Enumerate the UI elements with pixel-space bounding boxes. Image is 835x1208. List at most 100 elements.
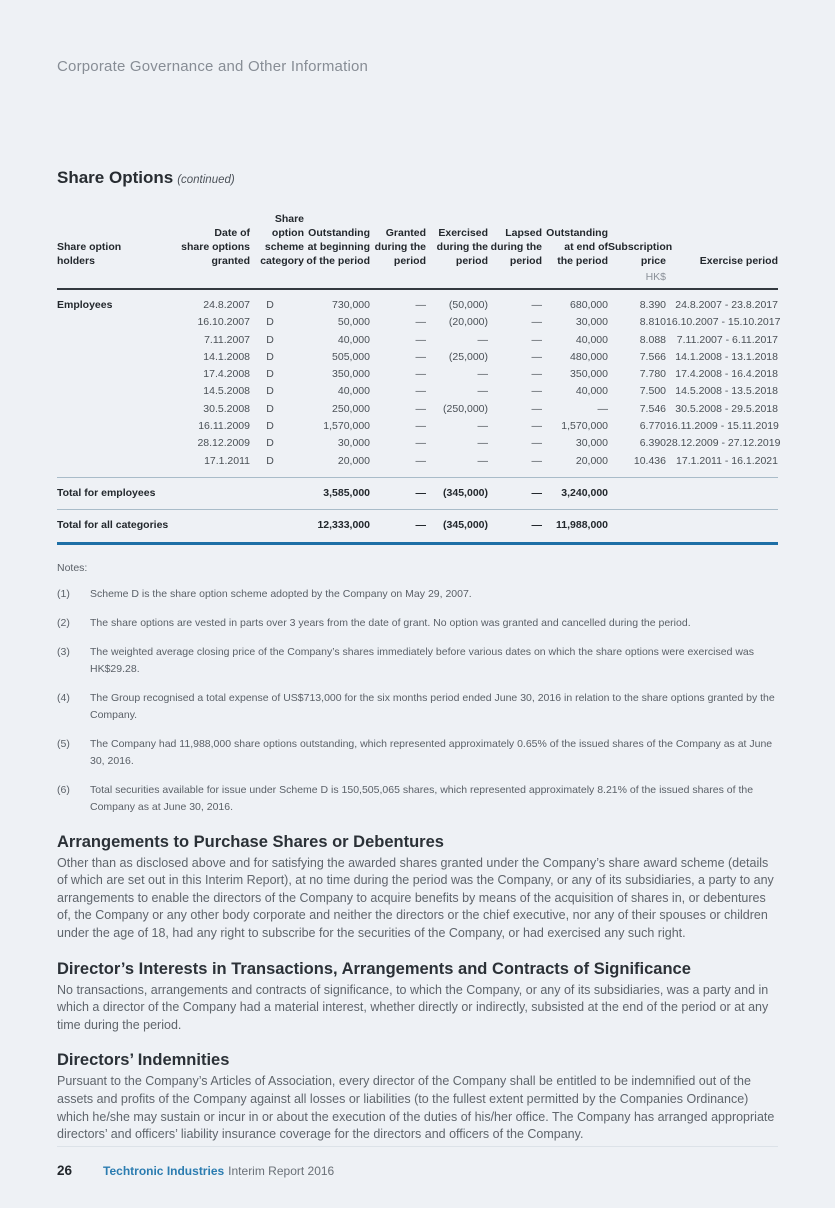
table-cell: — — [477, 437, 489, 450]
table-cell: 16.11.2009 — [198, 420, 250, 433]
section-body-directors-indemnities: Pursuant to the Company’s Articles of As… — [57, 1074, 775, 1142]
section-title-arrangements: Arrangements to Purchase Shares or Deben… — [57, 832, 444, 851]
table-cell: — — [531, 350, 543, 363]
table-cell: — — [415, 385, 427, 398]
table-cell: 250,000 — [332, 402, 370, 415]
share-options-table: Share option holders Date of share optio… — [57, 204, 781, 545]
table-cell: 350,000 — [570, 368, 608, 381]
total-cell: 11,988,000 — [556, 519, 608, 532]
table-row: 17.1.2011 D 20,000 — — — 20,000 10.436 17.1.2011… — [57, 453, 778, 478]
table-cell: 28.12.2009 — [197, 437, 250, 450]
table-cell: 14.1.2008 — [203, 350, 250, 363]
table-cell: 17.4.2008 - 16.4.2018 — [675, 368, 778, 381]
table-row: 14.5.2008 D 40,000 — — — 40,000 7.500 14.5.2008 … — [57, 383, 778, 400]
table-cell: 7.780 — [639, 368, 666, 381]
table-cell: D — [266, 350, 274, 363]
col-header-granted: Granted during the period — [374, 227, 426, 267]
table-row: 17.4.2008 D 350,000 — — — 350,000 7.780 17.4.200… — [57, 366, 778, 383]
table-cell: 40,000 — [575, 385, 608, 398]
table-cell: — — [531, 402, 543, 415]
table-cell: D — [266, 420, 274, 433]
table-row: Employees 24.8.2007 D 730,000 — (50,000) — 680,… — [57, 289, 778, 314]
table-cell: 30.5.2008 — [203, 402, 250, 415]
note-text: Scheme D is the share option scheme adop… — [90, 587, 472, 600]
table-cell: D — [266, 316, 274, 329]
table-cell: D — [266, 454, 274, 467]
table-cell: 730,000 — [332, 299, 370, 311]
table-cell: — — [477, 420, 489, 433]
table-cell: — — [531, 385, 543, 398]
table-cell: — — [531, 454, 543, 467]
total-cell-empty — [608, 510, 778, 543]
table-cell: 28.12.2009 - 27.12.2019 — [666, 437, 781, 450]
table-cell: 7.11.2007 - 6.11.2017 — [676, 333, 778, 346]
total-label: Total for all categories — [57, 519, 169, 532]
note-number: (6) — [57, 783, 70, 796]
total-cell: 12,333,000 — [317, 519, 370, 532]
table-row: 16.11.2009 D 1,570,000 — — — 1,570,000 6.770 16.… — [57, 418, 779, 435]
col-header-holders: Share option holders — [57, 241, 122, 267]
col-header-scheme-category: Share option scheme category — [260, 213, 304, 267]
note-number: (5) — [57, 737, 70, 750]
total-cell: — — [415, 486, 427, 499]
table-body: Employees 24.8.2007 D 730,000 — (50,000) — 680,… — [57, 289, 781, 478]
col-header-outstanding-end: Outstanding at end of the period — [546, 227, 608, 267]
table-cell: — — [597, 402, 609, 415]
table-cell: 20,000 — [337, 454, 370, 467]
table-cell: (50,000) — [448, 299, 488, 311]
footer-brand: Techtronic Industries — [103, 1164, 225, 1178]
table-cell: 14.1.2008 - 13.1.2018 — [675, 350, 778, 363]
table-cell: 6.390 — [639, 437, 666, 450]
table-cell: 30.5.2008 - 29.5.2018 — [675, 402, 778, 415]
table-cell: — — [477, 385, 489, 398]
table-cell: 8.088 — [639, 333, 666, 346]
table-row: 30.5.2008 D 250,000 — (250,000) — — 7.546 30.5.2… — [57, 401, 778, 418]
table-cell: 17.4.2008 — [203, 368, 250, 381]
table-cell: — — [531, 420, 543, 433]
table-row: 16.10.2007 D 50,000 — (20,000) — 30,000 8.810 16… — [57, 314, 780, 331]
note-text: The share options are vested in parts ov… — [90, 616, 691, 629]
table-cell: 480,000 — [570, 350, 608, 363]
table-cell: D — [266, 385, 274, 398]
table-cell: 40,000 — [337, 333, 370, 346]
note-item: (5) The Company had 11,988,000 share opti… — [57, 736, 778, 770]
running-header: Corporate Governance and Other Informati… — [57, 58, 369, 75]
table-cell: 20,000 — [575, 454, 608, 467]
col-header-date-granted: Date of share options granted — [181, 227, 250, 267]
table-cell — [57, 332, 160, 349]
table-cell — [57, 383, 160, 400]
table-cell: — — [415, 333, 427, 346]
table-cell: — — [415, 402, 427, 415]
note-text: The Group recognised a total expense of … — [90, 691, 775, 721]
table-cell: 7.500 — [639, 385, 666, 398]
total-row-employees: Total for employees 3,585,000 — (345,000… — [57, 477, 778, 510]
table-cell: 30,000 — [575, 437, 608, 450]
note-text: The Company had 11,988,000 share options… — [90, 737, 773, 767]
table-cell: 30,000 — [575, 316, 608, 329]
table-cell: — — [531, 299, 543, 311]
page-title: Share Options (continued) — [57, 168, 778, 188]
note-item: (2) The share options are vested in parts… — [57, 615, 778, 632]
table-cell: (20,000) — [448, 316, 488, 329]
col-header-subscription-price: Subscription price HK$ — [608, 241, 673, 283]
table-cell — [57, 401, 160, 418]
table-cell: 40,000 — [575, 333, 608, 346]
subscription-price-unit: HK$ — [645, 271, 666, 283]
table-cell: — — [415, 299, 427, 311]
table-cell: 17.1.2011 — [204, 454, 250, 467]
table-row: 14.1.2008 D 505,000 — (25,000) — 480,000 7.566 1… — [57, 349, 778, 366]
note-item: (3) The weighted average closing price of… — [57, 644, 778, 678]
note-item: (4) The Group recognised a total expense … — [57, 690, 778, 724]
table-cell: 50,000 — [337, 316, 370, 329]
notes-list: (1) Scheme D is the share option scheme a… — [57, 586, 778, 816]
table-cell: D — [266, 299, 274, 311]
table-cell: 14.5.2008 - 13.5.2018 — [675, 385, 778, 398]
table-cell: D — [266, 333, 274, 346]
table-cell: 8.390 — [639, 299, 666, 311]
table-cell — [57, 366, 160, 383]
table-cell: 8.810 — [639, 316, 666, 329]
total-cell: — — [531, 519, 543, 532]
table-cell: 40,000 — [337, 385, 370, 398]
page-footer: 26 Techtronic Industries Interim Report … — [57, 1163, 334, 1178]
